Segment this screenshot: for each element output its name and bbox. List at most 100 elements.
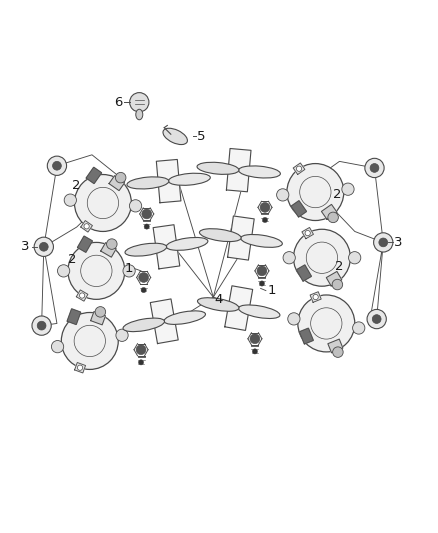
Circle shape bbox=[106, 239, 117, 249]
Polygon shape bbox=[328, 339, 343, 353]
Polygon shape bbox=[91, 312, 106, 325]
Polygon shape bbox=[67, 309, 81, 325]
Circle shape bbox=[297, 166, 302, 171]
Circle shape bbox=[252, 349, 258, 354]
Ellipse shape bbox=[123, 318, 165, 332]
Ellipse shape bbox=[240, 235, 283, 247]
Polygon shape bbox=[310, 292, 321, 302]
Polygon shape bbox=[291, 201, 307, 217]
Polygon shape bbox=[153, 225, 180, 269]
Circle shape bbox=[283, 252, 295, 264]
Ellipse shape bbox=[199, 229, 241, 241]
Circle shape bbox=[342, 183, 354, 195]
Circle shape bbox=[287, 164, 344, 221]
Text: 2: 2 bbox=[333, 188, 342, 201]
Circle shape bbox=[61, 312, 118, 369]
Circle shape bbox=[298, 295, 355, 352]
Polygon shape bbox=[101, 243, 116, 257]
Text: 6: 6 bbox=[114, 96, 123, 109]
Polygon shape bbox=[81, 221, 92, 232]
Circle shape bbox=[328, 212, 339, 223]
Circle shape bbox=[130, 93, 149, 112]
Polygon shape bbox=[297, 265, 311, 281]
Circle shape bbox=[51, 341, 64, 353]
Polygon shape bbox=[302, 228, 314, 239]
Polygon shape bbox=[156, 159, 181, 203]
Circle shape bbox=[372, 314, 381, 324]
Circle shape bbox=[57, 265, 70, 277]
Polygon shape bbox=[226, 149, 251, 192]
Text: 1: 1 bbox=[267, 284, 276, 297]
Ellipse shape bbox=[136, 109, 143, 120]
Circle shape bbox=[78, 365, 83, 370]
Circle shape bbox=[74, 174, 131, 231]
Circle shape bbox=[116, 172, 126, 183]
Text: 5: 5 bbox=[197, 130, 206, 143]
Circle shape bbox=[64, 194, 77, 206]
Circle shape bbox=[260, 203, 270, 212]
Polygon shape bbox=[86, 167, 102, 183]
Polygon shape bbox=[78, 236, 92, 252]
Circle shape bbox=[259, 281, 265, 286]
Circle shape bbox=[138, 360, 144, 365]
Polygon shape bbox=[300, 328, 313, 344]
Ellipse shape bbox=[127, 177, 169, 189]
Circle shape bbox=[68, 243, 125, 300]
Polygon shape bbox=[150, 299, 178, 344]
Circle shape bbox=[374, 233, 393, 252]
Ellipse shape bbox=[238, 166, 280, 178]
Circle shape bbox=[353, 322, 365, 334]
Circle shape bbox=[53, 161, 61, 170]
Polygon shape bbox=[225, 286, 253, 330]
Text: 4: 4 bbox=[215, 293, 223, 306]
Circle shape bbox=[80, 293, 85, 298]
Circle shape bbox=[116, 329, 128, 342]
Circle shape bbox=[365, 158, 384, 177]
Circle shape bbox=[34, 237, 53, 256]
Polygon shape bbox=[74, 362, 85, 373]
Ellipse shape bbox=[163, 128, 187, 144]
Circle shape bbox=[123, 265, 135, 277]
Ellipse shape bbox=[238, 305, 280, 319]
Circle shape bbox=[39, 243, 48, 251]
Polygon shape bbox=[293, 163, 305, 174]
Circle shape bbox=[32, 316, 51, 335]
Ellipse shape bbox=[198, 298, 239, 311]
Circle shape bbox=[293, 229, 350, 286]
Text: 2: 2 bbox=[335, 260, 344, 273]
Circle shape bbox=[141, 287, 146, 293]
Circle shape bbox=[277, 189, 289, 201]
Circle shape bbox=[288, 313, 300, 325]
Circle shape bbox=[142, 209, 152, 219]
Circle shape bbox=[367, 310, 386, 329]
Circle shape bbox=[37, 321, 46, 330]
Text: 2: 2 bbox=[72, 179, 81, 192]
Polygon shape bbox=[326, 271, 342, 286]
Text: 3: 3 bbox=[21, 240, 30, 253]
Ellipse shape bbox=[166, 238, 208, 251]
Circle shape bbox=[305, 230, 310, 236]
Polygon shape bbox=[321, 204, 337, 219]
Circle shape bbox=[370, 164, 379, 172]
Polygon shape bbox=[109, 176, 124, 191]
Circle shape bbox=[47, 156, 67, 175]
Circle shape bbox=[250, 334, 260, 344]
Ellipse shape bbox=[164, 311, 205, 325]
Circle shape bbox=[379, 238, 388, 247]
Circle shape bbox=[136, 345, 146, 354]
Circle shape bbox=[257, 266, 267, 276]
Circle shape bbox=[313, 294, 318, 300]
Text: 2: 2 bbox=[68, 253, 77, 266]
Circle shape bbox=[332, 279, 343, 290]
Polygon shape bbox=[76, 290, 88, 301]
Circle shape bbox=[144, 224, 149, 229]
Circle shape bbox=[129, 200, 141, 212]
Ellipse shape bbox=[197, 162, 239, 174]
Circle shape bbox=[84, 224, 89, 229]
Text: 3: 3 bbox=[394, 236, 403, 249]
Circle shape bbox=[262, 217, 268, 223]
Polygon shape bbox=[228, 216, 254, 260]
Circle shape bbox=[349, 252, 361, 264]
Circle shape bbox=[139, 272, 148, 282]
Circle shape bbox=[95, 306, 106, 317]
